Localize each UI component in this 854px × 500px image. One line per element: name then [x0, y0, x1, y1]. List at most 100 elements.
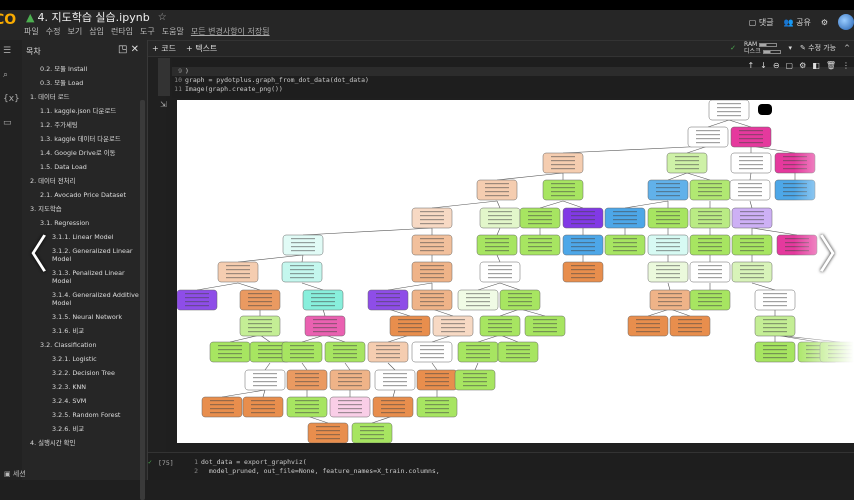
toc-icon[interactable]: ☰ — [3, 46, 12, 56]
dropdown-icon[interactable]: ▾ — [788, 44, 793, 52]
tree-node-text-line — [441, 323, 465, 325]
files-icon[interactable]: ▭ — [3, 118, 12, 128]
star-icon[interactable]: ☆ — [157, 12, 167, 23]
menu-item[interactable]: 보기 — [67, 27, 83, 36]
comment-icon[interactable]: ▢ — [785, 61, 794, 70]
tree-node-text-line — [338, 377, 362, 379]
edit-mode-label: 수정 가능 — [808, 44, 837, 52]
toc-item[interactable]: 1.2. 주가세팅 — [40, 121, 78, 129]
add-text-button[interactable]: + 텍스트 — [185, 44, 218, 53]
toc-item[interactable]: 2.1. Avocado Price Dataset — [40, 191, 126, 199]
tree-node-text-line — [488, 223, 512, 225]
avatar[interactable] — [838, 14, 854, 30]
tree-node-text-line — [698, 250, 722, 252]
toc-item[interactable]: 4. 실행시간 확인 — [30, 439, 76, 447]
tree-node-text-line — [696, 142, 720, 144]
tree-node-text-line — [656, 269, 680, 271]
tree-node-text-line — [441, 331, 465, 333]
sidebar-scrollbar[interactable] — [140, 100, 145, 500]
tree-edge — [196, 282, 239, 291]
tree-edge — [431, 362, 438, 371]
tree-node-text-line — [316, 434, 340, 436]
toc-item[interactable]: 3.2.5. Random Forest — [52, 411, 121, 419]
tree-node-text-line — [248, 323, 272, 325]
toc-item[interactable]: 3.2. Classification — [40, 341, 97, 349]
tree-node-text-line — [698, 211, 722, 213]
toc-item[interactable]: 3.1.1. Linear Model — [52, 233, 114, 241]
add-code-button[interactable]: + 코드 — [152, 44, 176, 53]
tree-edge — [301, 254, 304, 263]
more-icon[interactable]: ⋮ — [842, 61, 850, 70]
tree-node-text-line — [698, 305, 722, 307]
settings-gear-icon[interactable]: ⚙ — [820, 17, 828, 27]
toc-item[interactable]: 3.1.4. Generalized Additive Model — [52, 291, 139, 307]
tree-edge — [387, 282, 433, 291]
menu-item[interactable]: 도움말 — [161, 27, 184, 36]
toc-item[interactable]: 2. 데이터 전처리 — [30, 177, 76, 185]
toc-item[interactable]: 3. 지도학습 — [30, 205, 62, 213]
saved-status-link[interactable]: 모든 변경사항이 저장됨 — [190, 27, 270, 36]
tree-node-text-line — [675, 164, 699, 166]
run-cell-area[interactable] — [158, 58, 170, 96]
tree-node-text-line — [485, 187, 509, 189]
header-actions: ▢ 댓글 👥 공유 ⚙ — [749, 14, 854, 30]
menu-item[interactable]: 파일 — [24, 27, 39, 36]
tree-node-text-line — [420, 215, 444, 217]
toc-item[interactable]: 3.1.2. Generalized Linear Model — [52, 247, 133, 263]
edit-mode-button[interactable]: ✎ 수정 가능 — [800, 44, 837, 52]
move-up-icon[interactable]: ↑ — [747, 61, 755, 70]
menu-item[interactable]: 삽입 — [89, 27, 104, 36]
menu-item[interactable]: 수정 — [45, 27, 61, 36]
toc-item[interactable]: 3.2.3. KNN — [52, 383, 87, 391]
toc-item[interactable]: 1.4. Google Drive로 이동 — [40, 149, 116, 157]
toc-item[interactable]: 3.2.4. SVM — [52, 397, 87, 405]
toc-item[interactable]: 0.3. 모듈 Load — [40, 79, 84, 87]
code-cell[interactable]: 9) 10 graph = pydotplus.graph_from_dot_da… — [172, 58, 854, 98]
comment-button[interactable]: ▢ 댓글 — [748, 17, 774, 27]
toc-item[interactable]: 1.1. kaggle.json 다운로드 — [40, 107, 117, 115]
tree-node-text-line — [420, 242, 444, 244]
mirror-icon[interactable]: ◧ — [812, 61, 820, 70]
tree-node-text-line — [656, 191, 680, 193]
tree-node-text-line — [290, 277, 314, 279]
open-tab-icon[interactable]: ◳ — [118, 44, 128, 55]
tree-node-text-line — [656, 211, 680, 213]
toc-item[interactable]: 3.2.6. 비교 — [52, 425, 85, 433]
cell-settings-icon[interactable]: ⚙ — [799, 61, 807, 70]
variables-icon[interactable]: {x} — [3, 94, 20, 104]
title-text[interactable]: 4. 지도학습 실습.ipynb — [37, 11, 150, 24]
move-down-icon[interactable]: ↓ — [760, 61, 767, 70]
tree-node-text-line — [291, 246, 315, 248]
collapse-icon[interactable]: ^ — [844, 44, 850, 52]
close-icon[interactable]: ✕ — [130, 44, 140, 55]
toc-item[interactable]: 3.1.3. Penalized Linear Model — [52, 269, 125, 285]
toc-item[interactable]: 1. 데이터 로드 — [30, 93, 70, 101]
toc-item[interactable]: 1.5. Data Load — [40, 163, 87, 171]
menu-item[interactable]: 런타임 — [110, 27, 134, 36]
tree-node-text-line — [571, 265, 595, 267]
search-icon[interactable]: ⌕ — [3, 70, 9, 80]
toc-item[interactable]: 3.2.2. Decision Tree — [18, 366, 140, 380]
menu-item[interactable]: 도구 — [140, 27, 155, 36]
code-cell-2[interactable]: ✓ [75] 1 dot_data = export_graphviz( 2 mo… — [148, 452, 854, 480]
prev-arrow-icon[interactable]: 〈 — [8, 232, 48, 278]
notebook-title[interactable]: ▲ 4. 지도학습 실습.ipynb ☆ — [26, 11, 167, 24]
session-button[interactable]: ▣ 세션 — [4, 470, 26, 478]
tree-node-text-line — [338, 381, 362, 383]
delete-icon[interactable]: 🗑 — [825, 61, 836, 70]
tree-node-text-line — [376, 353, 400, 355]
share-button[interactable]: 👥 공유 — [783, 17, 811, 27]
next-arrow-icon[interactable]: 〉 — [818, 232, 854, 278]
tree-node-text-line — [485, 242, 509, 244]
link-icon[interactable]: ⊖ — [772, 61, 780, 70]
toc-item[interactable]: 3.2.1. Logistic — [52, 355, 97, 363]
tree-edge — [301, 362, 308, 371]
tree-node-text-line — [740, 211, 764, 213]
toc-item[interactable]: 0.2. 모듈 Install — [40, 65, 88, 73]
toc-item[interactable]: 3.1.5. Neural Network — [52, 313, 123, 321]
toc-item[interactable]: 3.1. Regression — [40, 219, 90, 227]
output-icon[interactable]: ⇲ — [160, 100, 167, 109]
toc-item[interactable]: 1.3. kaggle 데이터 다운로드 — [40, 135, 121, 143]
resource-monitor[interactable]: RAM 디스크 — [744, 41, 781, 55]
toc-item[interactable]: 3.1.6. 비교 — [52, 327, 85, 335]
